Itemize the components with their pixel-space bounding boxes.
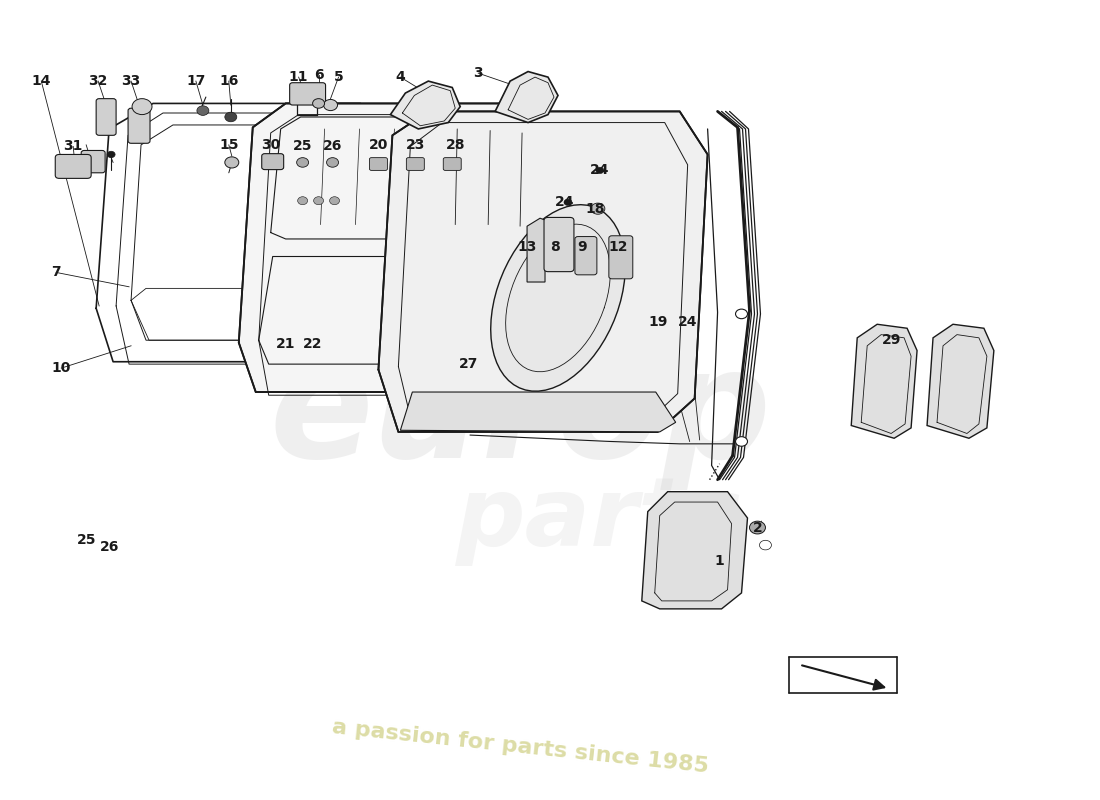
Text: 24: 24 xyxy=(590,163,609,178)
Circle shape xyxy=(327,158,339,167)
Polygon shape xyxy=(527,218,558,282)
Text: 13: 13 xyxy=(517,240,537,254)
Text: 21: 21 xyxy=(276,337,296,351)
Text: 9: 9 xyxy=(578,240,586,254)
Text: 16: 16 xyxy=(219,74,239,88)
Polygon shape xyxy=(378,111,707,432)
FancyBboxPatch shape xyxy=(544,218,574,272)
Circle shape xyxy=(224,112,236,122)
Circle shape xyxy=(297,158,309,167)
Text: 7: 7 xyxy=(52,266,62,279)
Text: 6: 6 xyxy=(314,68,323,82)
Text: 20: 20 xyxy=(368,138,388,152)
Text: 25: 25 xyxy=(293,139,312,154)
FancyBboxPatch shape xyxy=(96,98,117,135)
Text: 26: 26 xyxy=(323,139,342,154)
Polygon shape xyxy=(641,492,748,609)
Text: 3: 3 xyxy=(473,66,483,80)
Text: 30: 30 xyxy=(261,138,280,152)
Circle shape xyxy=(330,197,340,205)
Text: 26: 26 xyxy=(99,541,119,554)
Text: 5: 5 xyxy=(333,70,343,84)
Polygon shape xyxy=(390,81,460,129)
Text: 27: 27 xyxy=(459,357,477,371)
Text: 23: 23 xyxy=(406,138,425,152)
FancyBboxPatch shape xyxy=(289,82,326,105)
Polygon shape xyxy=(239,103,556,392)
Text: europ: europ xyxy=(270,342,771,490)
Text: 11: 11 xyxy=(289,70,308,84)
Circle shape xyxy=(298,197,308,205)
Text: 12: 12 xyxy=(608,240,628,254)
FancyBboxPatch shape xyxy=(406,158,425,170)
Text: 2: 2 xyxy=(752,521,762,534)
Circle shape xyxy=(107,151,116,158)
Text: 29: 29 xyxy=(881,334,901,347)
Text: 22: 22 xyxy=(302,337,322,351)
Circle shape xyxy=(591,203,605,214)
Circle shape xyxy=(314,197,323,205)
Circle shape xyxy=(224,157,239,168)
Text: 18: 18 xyxy=(585,202,605,216)
Circle shape xyxy=(749,521,766,534)
Polygon shape xyxy=(400,392,675,432)
Circle shape xyxy=(312,98,324,108)
FancyBboxPatch shape xyxy=(55,154,91,178)
Text: 24: 24 xyxy=(556,195,574,210)
Text: 1: 1 xyxy=(715,554,725,568)
Circle shape xyxy=(736,437,748,446)
FancyBboxPatch shape xyxy=(370,158,387,170)
Text: 19: 19 xyxy=(648,315,668,329)
Text: 25: 25 xyxy=(76,533,96,546)
Polygon shape xyxy=(491,205,625,391)
Circle shape xyxy=(564,199,572,206)
FancyBboxPatch shape xyxy=(575,237,597,275)
FancyBboxPatch shape xyxy=(443,158,461,170)
Text: 24: 24 xyxy=(678,315,697,329)
Text: 15: 15 xyxy=(219,138,239,152)
Circle shape xyxy=(197,106,209,115)
FancyBboxPatch shape xyxy=(609,236,632,279)
Circle shape xyxy=(759,540,771,550)
Circle shape xyxy=(596,167,604,174)
FancyBboxPatch shape xyxy=(81,150,106,173)
Circle shape xyxy=(132,98,152,114)
Circle shape xyxy=(736,309,748,318)
Text: 17: 17 xyxy=(186,74,206,88)
Circle shape xyxy=(323,99,338,110)
Text: 4: 4 xyxy=(396,70,405,84)
Text: 32: 32 xyxy=(88,74,108,88)
Text: a passion for parts since 1985: a passion for parts since 1985 xyxy=(331,717,710,777)
Text: 33: 33 xyxy=(121,74,141,88)
Text: 31: 31 xyxy=(64,139,82,154)
Polygon shape xyxy=(851,324,917,438)
Text: 28: 28 xyxy=(446,138,465,152)
Text: 8: 8 xyxy=(550,240,560,254)
FancyBboxPatch shape xyxy=(128,108,150,143)
FancyBboxPatch shape xyxy=(262,154,284,170)
Polygon shape xyxy=(495,71,558,122)
Text: parts: parts xyxy=(456,473,744,566)
Polygon shape xyxy=(927,324,994,438)
Text: 10: 10 xyxy=(52,361,70,375)
Text: 14: 14 xyxy=(32,74,51,88)
